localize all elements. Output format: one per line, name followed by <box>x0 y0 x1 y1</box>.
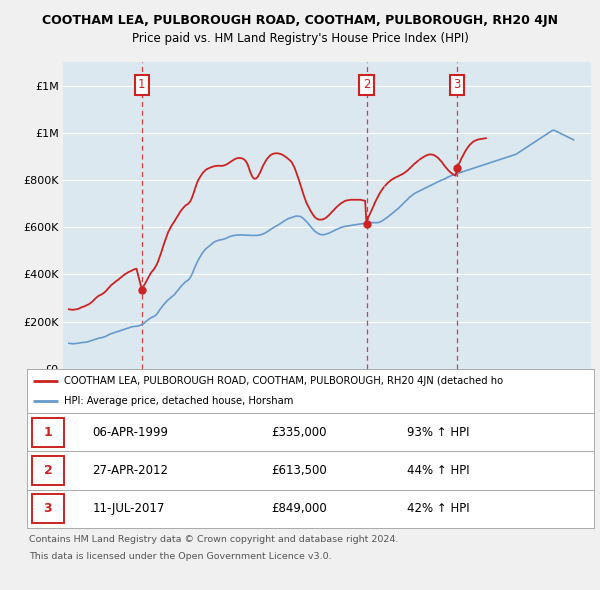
Text: 27-APR-2012: 27-APR-2012 <box>92 464 168 477</box>
Text: £849,000: £849,000 <box>271 502 326 516</box>
FancyBboxPatch shape <box>32 418 64 447</box>
FancyBboxPatch shape <box>32 456 64 485</box>
Text: 06-APR-1999: 06-APR-1999 <box>92 425 168 439</box>
Text: £613,500: £613,500 <box>271 464 326 477</box>
Text: 1: 1 <box>44 425 52 439</box>
Text: 3: 3 <box>453 78 461 91</box>
Text: HPI: Average price, detached house, Horsham: HPI: Average price, detached house, Hors… <box>64 396 293 406</box>
Text: 2: 2 <box>44 464 52 477</box>
Text: 42% ↑ HPI: 42% ↑ HPI <box>407 502 470 516</box>
Text: 93% ↑ HPI: 93% ↑ HPI <box>407 425 469 439</box>
Text: This data is licensed under the Open Government Licence v3.0.: This data is licensed under the Open Gov… <box>29 552 331 560</box>
Text: 11-JUL-2017: 11-JUL-2017 <box>92 502 164 516</box>
FancyBboxPatch shape <box>32 494 64 523</box>
Text: 1: 1 <box>138 78 146 91</box>
Text: COOTHAM LEA, PULBOROUGH ROAD, COOTHAM, PULBOROUGH, RH20 4JN: COOTHAM LEA, PULBOROUGH ROAD, COOTHAM, P… <box>42 14 558 27</box>
Text: Contains HM Land Registry data © Crown copyright and database right 2024.: Contains HM Land Registry data © Crown c… <box>29 535 398 544</box>
Text: 44% ↑ HPI: 44% ↑ HPI <box>407 464 470 477</box>
Text: 2: 2 <box>363 78 370 91</box>
Text: £335,000: £335,000 <box>271 425 326 439</box>
Text: Price paid vs. HM Land Registry's House Price Index (HPI): Price paid vs. HM Land Registry's House … <box>131 32 469 45</box>
Text: COOTHAM LEA, PULBOROUGH ROAD, COOTHAM, PULBOROUGH, RH20 4JN (detached ho: COOTHAM LEA, PULBOROUGH ROAD, COOTHAM, P… <box>64 376 503 386</box>
Text: 3: 3 <box>44 502 52 516</box>
